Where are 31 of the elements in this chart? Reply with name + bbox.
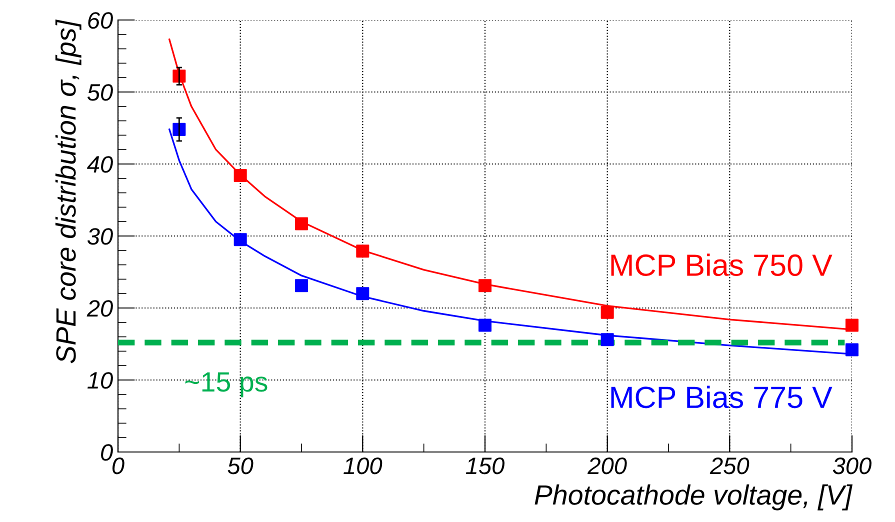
ref-line-label: ~15 ps (185, 372, 268, 398)
point (234, 233, 247, 246)
x-tick-label: 200 (588, 457, 627, 474)
y-tick-label: 60 (88, 12, 113, 29)
y-tick-label: 10 (87, 372, 113, 389)
point (356, 244, 370, 258)
point (600, 333, 614, 346)
point (478, 279, 492, 292)
y-axis-title: SPE core distribution σ, [ps] (55, 19, 82, 364)
point (845, 343, 859, 356)
y-tick-label: 40 (87, 156, 113, 173)
x-tick-label: 250 (710, 457, 750, 474)
point (294, 279, 308, 292)
x-tick-label: 50 (228, 457, 254, 474)
y-tick-label: 50 (87, 84, 113, 101)
y-tick-label: 30 (87, 228, 113, 245)
series-label: MCP Bias 750 V (611, 254, 832, 276)
point (478, 318, 492, 332)
y-tick-label: 0 (101, 444, 113, 461)
x-axis-title: Photocathode voltage, [V] (534, 484, 853, 510)
x-tick-label: 150 (466, 457, 504, 474)
y-tick-label: 20 (86, 300, 113, 317)
series-label: MCP Bias 775 V (611, 386, 832, 408)
point (845, 318, 859, 332)
x-tick-label: 0 (112, 457, 124, 474)
point (294, 217, 308, 230)
point (356, 287, 370, 300)
point (600, 306, 614, 319)
x-tick-label: 100 (344, 457, 382, 474)
x-tick-label: 300 (832, 457, 872, 474)
point (234, 169, 247, 182)
